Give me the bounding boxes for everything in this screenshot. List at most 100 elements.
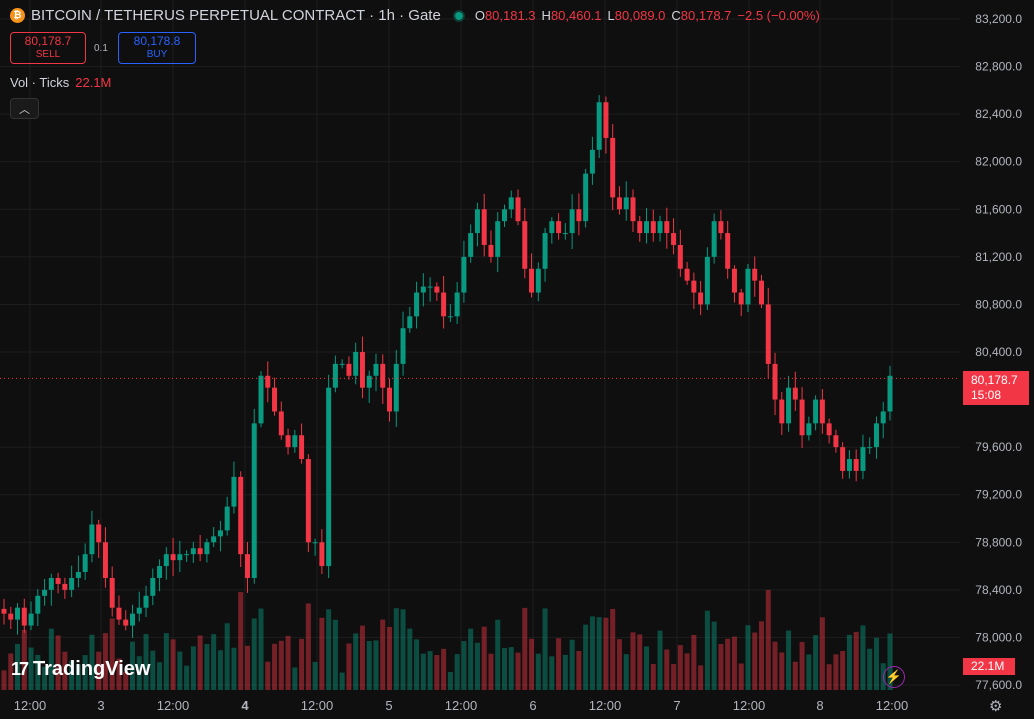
volume-bar — [468, 628, 474, 690]
volume-bar — [569, 639, 575, 690]
candle-body — [312, 542, 318, 544]
candle-body — [157, 566, 163, 578]
candle-body — [217, 530, 223, 537]
candle-body — [833, 435, 839, 448]
volume-bar — [204, 644, 210, 690]
ohlc-values: O80,181.3 H80,460.1 L80,089.0 C80,178.7 … — [474, 8, 820, 23]
volume-bar — [184, 665, 190, 690]
candle-body — [69, 577, 75, 590]
candle-body — [603, 102, 609, 138]
candle-body — [62, 583, 68, 590]
volume-bar — [35, 654, 41, 690]
volume-bar — [501, 648, 507, 690]
volume-bar — [522, 607, 528, 690]
candle-body — [447, 316, 453, 318]
volume-bar — [508, 647, 514, 690]
volume-value-label: 22.1M — [963, 658, 1015, 675]
buy-button[interactable]: 80,178.8 BUY — [118, 32, 196, 64]
volume-bar — [251, 618, 257, 690]
x-tick-label: 12:00 — [157, 698, 190, 713]
volume-bar — [677, 645, 683, 690]
y-tick-label: 80,800.0 — [975, 297, 1022, 311]
candle-body — [691, 280, 697, 293]
x-tick-label: 6 — [529, 698, 536, 713]
candle-body — [508, 197, 514, 210]
candle-body — [170, 554, 176, 561]
lightning-icon[interactable]: ⚡ — [883, 666, 905, 688]
buy-price: 80,178.8 — [133, 34, 181, 48]
volume-bar — [143, 633, 149, 690]
volume-bar — [488, 653, 494, 690]
volume-legend[interactable]: Vol · Ticks 22.1M — [10, 75, 112, 90]
volume-bar — [123, 671, 129, 690]
x-tick-label: 12:00 — [876, 698, 909, 713]
volume-bar — [758, 621, 764, 690]
candle-body — [589, 149, 595, 174]
volume-bar — [217, 650, 223, 690]
y-tick-label: 82,000.0 — [975, 155, 1022, 169]
sell-button[interactable]: 80,178.7 SELL — [10, 32, 86, 64]
candle-body — [698, 292, 704, 305]
candle-body — [725, 233, 731, 269]
candle-body — [556, 221, 562, 234]
candle-body — [366, 375, 372, 388]
volume-bar — [55, 635, 61, 690]
chevron-up-icon: ︿ — [19, 103, 30, 116]
candle-body — [272, 387, 278, 412]
symbol-title[interactable]: BITCOIN / TETHERUS PERPETUAL CONTRACT · … — [31, 7, 441, 24]
volume-bar — [860, 625, 866, 690]
volume-bar — [393, 608, 399, 690]
candle-body — [197, 548, 203, 555]
candle-body — [501, 209, 507, 222]
bitcoin-icon: ₿ — [10, 8, 25, 23]
x-tick-label: 12:00 — [733, 698, 766, 713]
volume-bar — [745, 625, 751, 690]
volume-bar — [616, 639, 622, 690]
volume-bar — [671, 664, 677, 690]
candle-body — [481, 209, 487, 245]
candle-body — [711, 221, 717, 257]
volume-bar — [731, 636, 737, 690]
volume-bar — [170, 639, 176, 690]
x-tick-label: 12:00 — [301, 698, 334, 713]
candle-body — [82, 554, 88, 573]
candle-body — [414, 292, 420, 317]
collapse-legend-button[interactable]: ︿ — [10, 98, 39, 119]
candle-body — [75, 572, 81, 578]
candle-body — [880, 411, 886, 424]
candle-body — [657, 221, 663, 234]
volume-bar — [535, 653, 541, 690]
candle-body — [813, 399, 819, 424]
candle-body — [650, 221, 656, 234]
candle-body — [231, 476, 237, 507]
candle-body — [644, 221, 650, 234]
volume-bar — [549, 656, 555, 690]
candle-body — [887, 375, 893, 412]
candle-body — [779, 399, 785, 424]
volume-bar — [1, 670, 7, 690]
volume-bar — [8, 653, 14, 690]
candle-body — [873, 423, 879, 448]
gear-icon[interactable]: ⚙ — [989, 698, 1003, 715]
volume-bar — [15, 643, 21, 690]
y-tick-label: 79,600.0 — [975, 440, 1022, 454]
x-tick-label: 3 — [97, 698, 104, 713]
candle-body — [21, 607, 27, 626]
volume-bar — [366, 641, 372, 690]
candle-body — [738, 292, 744, 305]
candle-body — [244, 554, 250, 578]
y-tick-label: 83,200.0 — [975, 12, 1022, 26]
candle-body — [48, 577, 54, 590]
volume-bar — [244, 645, 250, 690]
tradingview-logo[interactable]: 17 TradingView — [11, 658, 151, 680]
volume-bar — [515, 652, 521, 690]
volume-bar — [427, 651, 433, 690]
volume-bar — [583, 624, 589, 690]
volume-bar — [556, 638, 562, 690]
candle-body — [346, 363, 352, 376]
volume-bar — [691, 634, 697, 690]
candle-body — [569, 209, 575, 234]
volume-bar — [711, 621, 717, 690]
candle-body — [515, 197, 521, 222]
